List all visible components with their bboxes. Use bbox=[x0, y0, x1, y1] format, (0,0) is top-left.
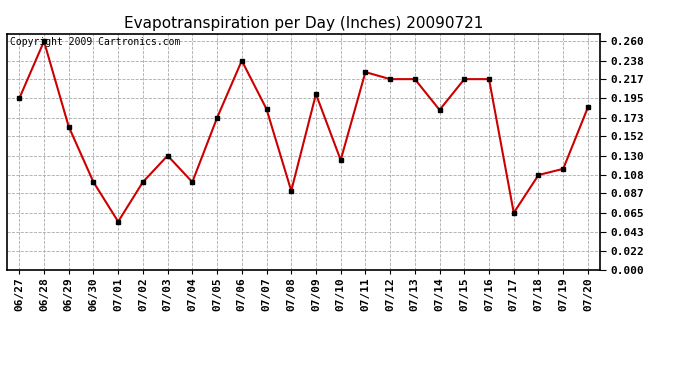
Text: Copyright 2009 Cartronics.com: Copyright 2009 Cartronics.com bbox=[10, 37, 180, 47]
Title: Evapotranspiration per Day (Inches) 20090721: Evapotranspiration per Day (Inches) 2009… bbox=[124, 16, 483, 31]
